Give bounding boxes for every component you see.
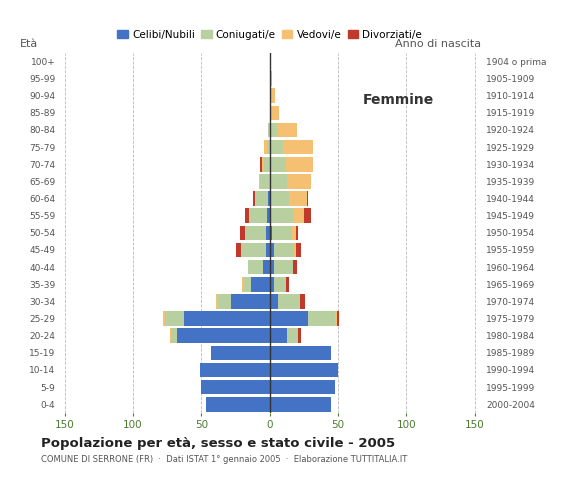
Bar [270,346,331,360]
Bar [270,123,277,137]
Bar [336,311,339,326]
Bar [200,363,270,377]
Bar [262,157,264,171]
Bar [270,328,288,343]
Bar [286,277,289,291]
Bar [260,174,270,189]
Bar [293,208,304,223]
Bar [270,191,289,206]
Bar [269,191,270,206]
Bar [267,208,270,223]
Bar [163,311,165,326]
Bar [241,243,266,257]
Bar [270,208,271,223]
Bar [256,191,269,206]
Bar [270,88,271,103]
Bar [293,260,297,275]
Bar [240,226,245,240]
Bar [235,243,241,257]
Bar [255,191,256,206]
Bar [205,397,270,411]
Bar [270,277,274,291]
Bar [248,260,263,275]
Bar [288,328,298,343]
Bar [270,226,273,240]
Bar [270,174,288,189]
Bar [216,294,218,309]
Legend: Celibi/Nubili, Coniugati/e, Vedovi/e, Divorziati/e: Celibi/Nubili, Coniugati/e, Vedovi/e, Di… [113,25,426,44]
Text: COMUNE DI SERRONE (FR)  ·  Dati ISTAT 1° gennaio 2005  ·  Elaborazione TUTTITALI: COMUNE DI SERRONE (FR) · Dati ISTAT 1° g… [41,455,407,464]
Bar [270,311,308,326]
Bar [251,277,270,291]
Bar [284,140,313,155]
Bar [294,243,296,257]
Bar [264,140,267,155]
Bar [307,191,308,206]
Text: Anno di nascita: Anno di nascita [396,39,481,49]
Bar [270,243,274,257]
Bar [273,106,279,120]
Bar [270,260,274,275]
Bar [304,208,311,223]
Bar [211,346,270,360]
Bar [253,191,255,206]
Text: Popolazione per età, sesso e stato civile - 2005: Popolazione per età, sesso e stato civil… [41,437,395,450]
Bar [242,277,244,291]
Bar [249,208,267,223]
Bar [270,71,273,86]
Bar [277,123,297,137]
Bar [264,157,270,171]
Bar [270,157,286,171]
Bar [271,208,293,223]
Text: Età: Età [20,39,38,49]
Bar [165,311,184,326]
Bar [270,363,338,377]
Bar [171,328,177,343]
Bar [296,226,298,240]
Bar [308,311,335,326]
Bar [300,294,305,309]
Bar [278,294,300,309]
Bar [296,243,301,257]
Text: Femmine: Femmine [363,93,434,107]
Bar [266,243,270,257]
Bar [231,294,270,309]
Bar [269,123,270,137]
Bar [286,157,313,171]
Bar [267,140,270,155]
Bar [170,328,171,343]
Bar [270,140,284,155]
Bar [184,311,270,326]
Bar [270,380,335,395]
Bar [274,260,293,275]
Bar [270,397,331,411]
Bar [271,88,275,103]
Bar [288,174,311,189]
Bar [259,174,260,189]
Bar [292,226,296,240]
Bar [270,106,273,120]
Bar [298,328,301,343]
Bar [244,277,251,291]
Bar [218,294,231,309]
Bar [335,311,336,326]
Bar [263,260,270,275]
Bar [260,157,262,171]
Bar [289,191,307,206]
Bar [274,277,286,291]
Bar [201,380,270,395]
Bar [270,294,278,309]
Bar [177,328,270,343]
Bar [274,243,294,257]
Bar [245,226,266,240]
Bar [266,226,270,240]
Bar [273,226,292,240]
Bar [245,208,249,223]
